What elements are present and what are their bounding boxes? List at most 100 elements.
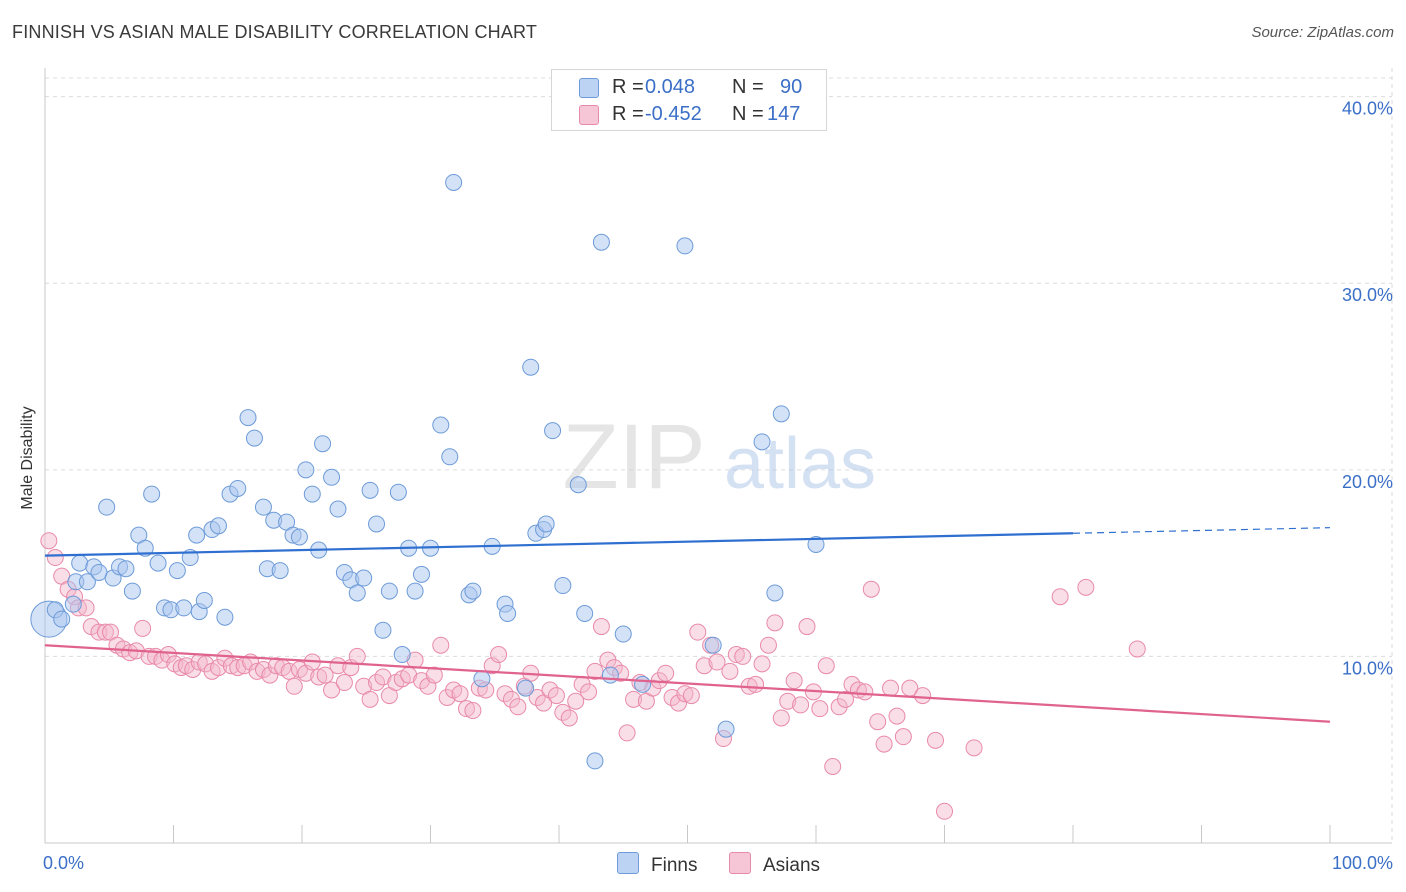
asians-point: [310, 668, 328, 686]
watermark-zip: ZIP: [562, 406, 705, 508]
finns-point: [53, 610, 71, 628]
asians-point: [734, 647, 752, 665]
asians-point: [159, 646, 177, 664]
finns-point: [271, 562, 289, 580]
finns-point: [136, 539, 154, 557]
asians-point: [267, 657, 285, 675]
watermark-atlas: atlas: [724, 424, 876, 504]
asians-point: [936, 802, 953, 820]
finns-point: [576, 605, 594, 622]
legend-item-finns[interactable]: Finns: [617, 852, 697, 877]
chart-title: FINNISH VS ASIAN MALE DISABILITY CORRELA…: [12, 22, 538, 42]
asians-point: [335, 674, 353, 692]
finns-point: [522, 358, 540, 376]
finns-point: [704, 636, 722, 654]
asians-point: [464, 702, 482, 720]
finns-point: [117, 560, 135, 578]
finns-point: [143, 485, 161, 503]
asians-point: [811, 700, 829, 718]
finns-n-label: N =: [732, 76, 764, 98]
finns-point: [464, 582, 482, 600]
asians-point: [753, 655, 771, 673]
finns-point: [64, 595, 82, 613]
finns-point: [195, 591, 213, 609]
finns-point: [753, 433, 771, 451]
source-attribution: Source: ZipAtlas.com: [1251, 24, 1394, 41]
asians-n-label: N =: [732, 103, 764, 125]
y-tick-label: 40.0%: [1342, 99, 1393, 119]
asians-point: [528, 688, 546, 706]
asians-point: [837, 690, 855, 708]
finns-n-value: 90: [780, 76, 803, 98]
asians-point: [509, 698, 527, 716]
finns-point: [554, 577, 572, 595]
finns-point: [601, 666, 619, 684]
asians-point: [254, 660, 272, 678]
finns-point: [445, 173, 463, 191]
finns-point: [499, 605, 517, 622]
asians-point: [432, 636, 450, 654]
asians-point: [1128, 640, 1146, 658]
legend-finns-label: Finns: [651, 855, 698, 876]
asians-point: [592, 618, 610, 636]
asians-point: [721, 662, 739, 680]
finns-point: [544, 422, 562, 440]
finns-point: [290, 528, 308, 546]
asians-point: [862, 580, 880, 598]
asians-point: [261, 666, 279, 684]
asians-point: [413, 672, 431, 690]
y-tick-label: 10.0%: [1342, 658, 1393, 678]
finns-point: [389, 483, 407, 501]
asians-point: [759, 636, 777, 654]
finns-point: [772, 405, 790, 423]
asians-point: [90, 623, 108, 641]
finns-point: [413, 565, 431, 583]
asians-point: [682, 687, 700, 705]
finns-point: [229, 479, 247, 497]
finns-point: [123, 582, 141, 600]
asians-point: [817, 657, 835, 675]
finns-point: [393, 646, 411, 664]
finns-point: [254, 498, 272, 516]
asians-point: [727, 646, 745, 664]
asians-point: [792, 696, 810, 714]
legend-item-asians[interactable]: Asians: [729, 852, 820, 877]
asians-point: [96, 623, 114, 641]
asians-point: [541, 681, 559, 699]
finns-point: [239, 409, 257, 427]
asians-point: [676, 685, 694, 703]
finns-trend-extension: [1072, 527, 1331, 534]
finns-point: [634, 675, 652, 693]
asians-point: [280, 662, 298, 680]
y-tick-label: 20.0%: [1342, 472, 1393, 492]
asians-point: [580, 683, 598, 701]
asians-point: [496, 685, 514, 703]
asians-point: [547, 687, 565, 705]
legend-finns-swatch: [617, 852, 639, 874]
finns-point: [314, 435, 332, 453]
finns-point: [245, 429, 263, 447]
trend-lines: [44, 527, 1331, 723]
asians-point: [894, 728, 912, 746]
finns-point: [361, 481, 379, 499]
finns-point: [717, 720, 735, 738]
finns-point: [517, 679, 535, 697]
finns-point: [592, 233, 610, 251]
asians-point: [368, 674, 386, 692]
asians-r-value: -0.452: [645, 103, 702, 125]
finns-r-label: R =: [612, 76, 644, 98]
asians-point: [567, 692, 585, 710]
finns-point: [149, 554, 167, 572]
finns-swatch: [579, 78, 599, 98]
asians-point: [779, 692, 797, 710]
asians-n-value: 147: [767, 103, 801, 125]
asians-point: [316, 666, 334, 684]
asians-point: [361, 690, 379, 708]
finns-point: [406, 582, 424, 600]
finns-point: [168, 562, 186, 580]
asians-point: [689, 623, 707, 641]
asians-point: [869, 713, 887, 731]
asians-point: [708, 653, 726, 671]
asians-point: [824, 758, 842, 775]
